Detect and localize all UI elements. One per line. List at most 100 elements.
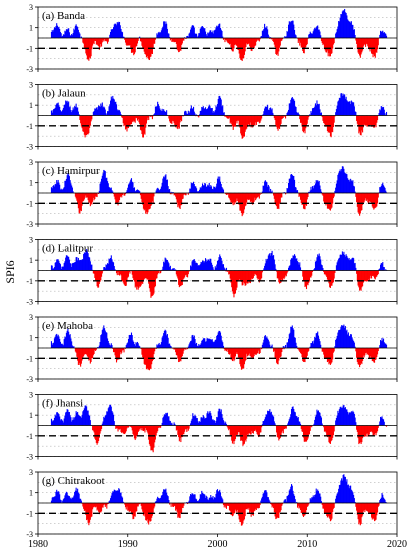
panel-2-bar (377, 116, 378, 121)
panel-3-bar (153, 193, 154, 196)
panel-5-ytick-label: 1 (29, 334, 33, 343)
panel-3-ytick-label: 1 (29, 179, 33, 188)
panel-2-bar (261, 116, 262, 119)
panel-3-bar (281, 193, 282, 197)
panel-5-ytick-label: 3 (29, 313, 33, 322)
panel-1-bar (307, 38, 308, 44)
panel-2-ytick-label: -3 (26, 143, 33, 152)
panel-2-title: (b) Jalaun (42, 88, 86, 100)
panel-3-bar (223, 190, 224, 193)
panel-7-bar (154, 503, 155, 506)
panel-5-bar (111, 345, 112, 348)
panel-4-ytick-label: -3 (26, 298, 33, 307)
panel-5-bar (154, 348, 155, 351)
panel-5-bar (378, 348, 379, 351)
x-axis-tick-label: 2010 (297, 539, 317, 550)
panel-1-bar (108, 38, 109, 42)
panel-2-bar (334, 116, 335, 123)
panel-2-bar (285, 116, 286, 119)
panel-1-bar (334, 38, 335, 43)
panel-7-bar (171, 503, 172, 507)
panel-3-ytick-label: -1 (26, 199, 33, 208)
panel-3-ytick-label: -3 (26, 220, 33, 229)
panel-5-bar (320, 345, 321, 348)
panel-4: 3 1 -1 -3 (d) Lalitpur (26, 236, 397, 307)
panel-6-bar (189, 426, 190, 429)
panel-5-bar (334, 348, 335, 351)
panel-7-ytick-label: -1 (26, 509, 33, 518)
panel-4-ytick-label: -1 (26, 277, 33, 286)
panel-5: 3 1 -1 -3 (e) Mahoba (26, 313, 397, 384)
panel-4-title: (d) Lalitpur (42, 243, 93, 255)
x-axis-tick-label: 1980 (28, 539, 48, 550)
panel-7-bar (168, 500, 169, 503)
panel-7-ytick-label: 3 (29, 468, 33, 477)
panel-7-ytick-label: -3 (26, 530, 33, 539)
panel-2-bar (181, 116, 182, 122)
panel-7-bar (222, 499, 223, 503)
panel-1-bar (138, 38, 139, 41)
panel-1-bar (320, 35, 321, 38)
panel-7-title: (g) Chitrakoot (42, 475, 105, 487)
panel-1-bar (79, 34, 80, 38)
panel-4-bar (378, 271, 379, 275)
panel-3-ytick-label: 3 (29, 158, 33, 167)
panel-1-ytick-label: 1 (29, 24, 33, 33)
panel-1-bar (355, 35, 356, 38)
panel-6-bar (101, 426, 102, 429)
panel-4-bar (91, 265, 92, 271)
panel-5-title: (e) Mahoba (42, 320, 93, 332)
panel-2-bar (386, 112, 387, 116)
panel-2-bar (321, 113, 322, 116)
panel-4-bar (129, 271, 130, 274)
panel-7-bar (61, 500, 62, 503)
panel-3-bar (378, 193, 379, 198)
panel-1-ytick-label: 3 (29, 3, 33, 12)
panel-6-bar (334, 426, 335, 432)
panel-5-ytick-label: -1 (26, 354, 33, 363)
panel-3-bar (97, 193, 98, 197)
panel-2-bar (148, 116, 149, 121)
panel-2-ytick-label: 1 (29, 101, 33, 110)
panel-5-ytick-label: -3 (26, 375, 33, 384)
panel-3-bar (169, 189, 170, 193)
panel-7-bar (295, 499, 296, 503)
panel-2-bar (355, 112, 356, 116)
panel-3-bar (307, 193, 308, 197)
x-axis-tick-label: 2020 (387, 539, 407, 550)
panel-4-ytick-label: 1 (29, 256, 33, 265)
panel-6-bar (355, 422, 356, 425)
panel-6-bar (114, 421, 115, 425)
panel-7-ytick-label: 1 (29, 489, 33, 498)
panel-2-ytick-label: 3 (29, 81, 33, 90)
panel-6-ytick-label: 3 (29, 391, 33, 400)
panel-3-bar (297, 190, 298, 193)
panel-6-ytick-label: -3 (26, 453, 33, 462)
x-axis-tick-label: 2000 (208, 539, 228, 550)
panel-1: 3 1 -1 -3 (a) Banda (26, 3, 397, 74)
panel-6-ytick-label: -1 (26, 432, 33, 441)
panel-6-bar (286, 426, 287, 429)
panel-2-ytick-label: -1 (26, 122, 33, 131)
panel-4-ytick-label: 3 (29, 236, 33, 245)
panel-4-bar (384, 267, 385, 270)
panel-6-bar (90, 420, 91, 425)
panel-3-title: (c) Hamirpur (42, 165, 100, 177)
panel-3-bar (334, 193, 335, 197)
panel-6: 31-1-3(f) Jhansi (26, 391, 397, 462)
y-axis-label: SPI6 (3, 260, 17, 283)
panel-1-title: (a) Banda (42, 10, 85, 22)
panel-6-bar (384, 422, 385, 426)
panel-1-ytick-label: -3 (26, 65, 33, 74)
panel-1-bar (183, 38, 184, 41)
panel-1-ytick-label: -1 (26, 44, 33, 53)
panel-5-bar (386, 345, 387, 348)
panel-5-bar (260, 348, 261, 353)
panel-5-bar (285, 345, 286, 348)
panel-3: 3 1 -1 -3 (c) Hamirpur (26, 158, 397, 229)
panel-7-bar (183, 503, 184, 506)
panel-7-bar (334, 503, 335, 508)
